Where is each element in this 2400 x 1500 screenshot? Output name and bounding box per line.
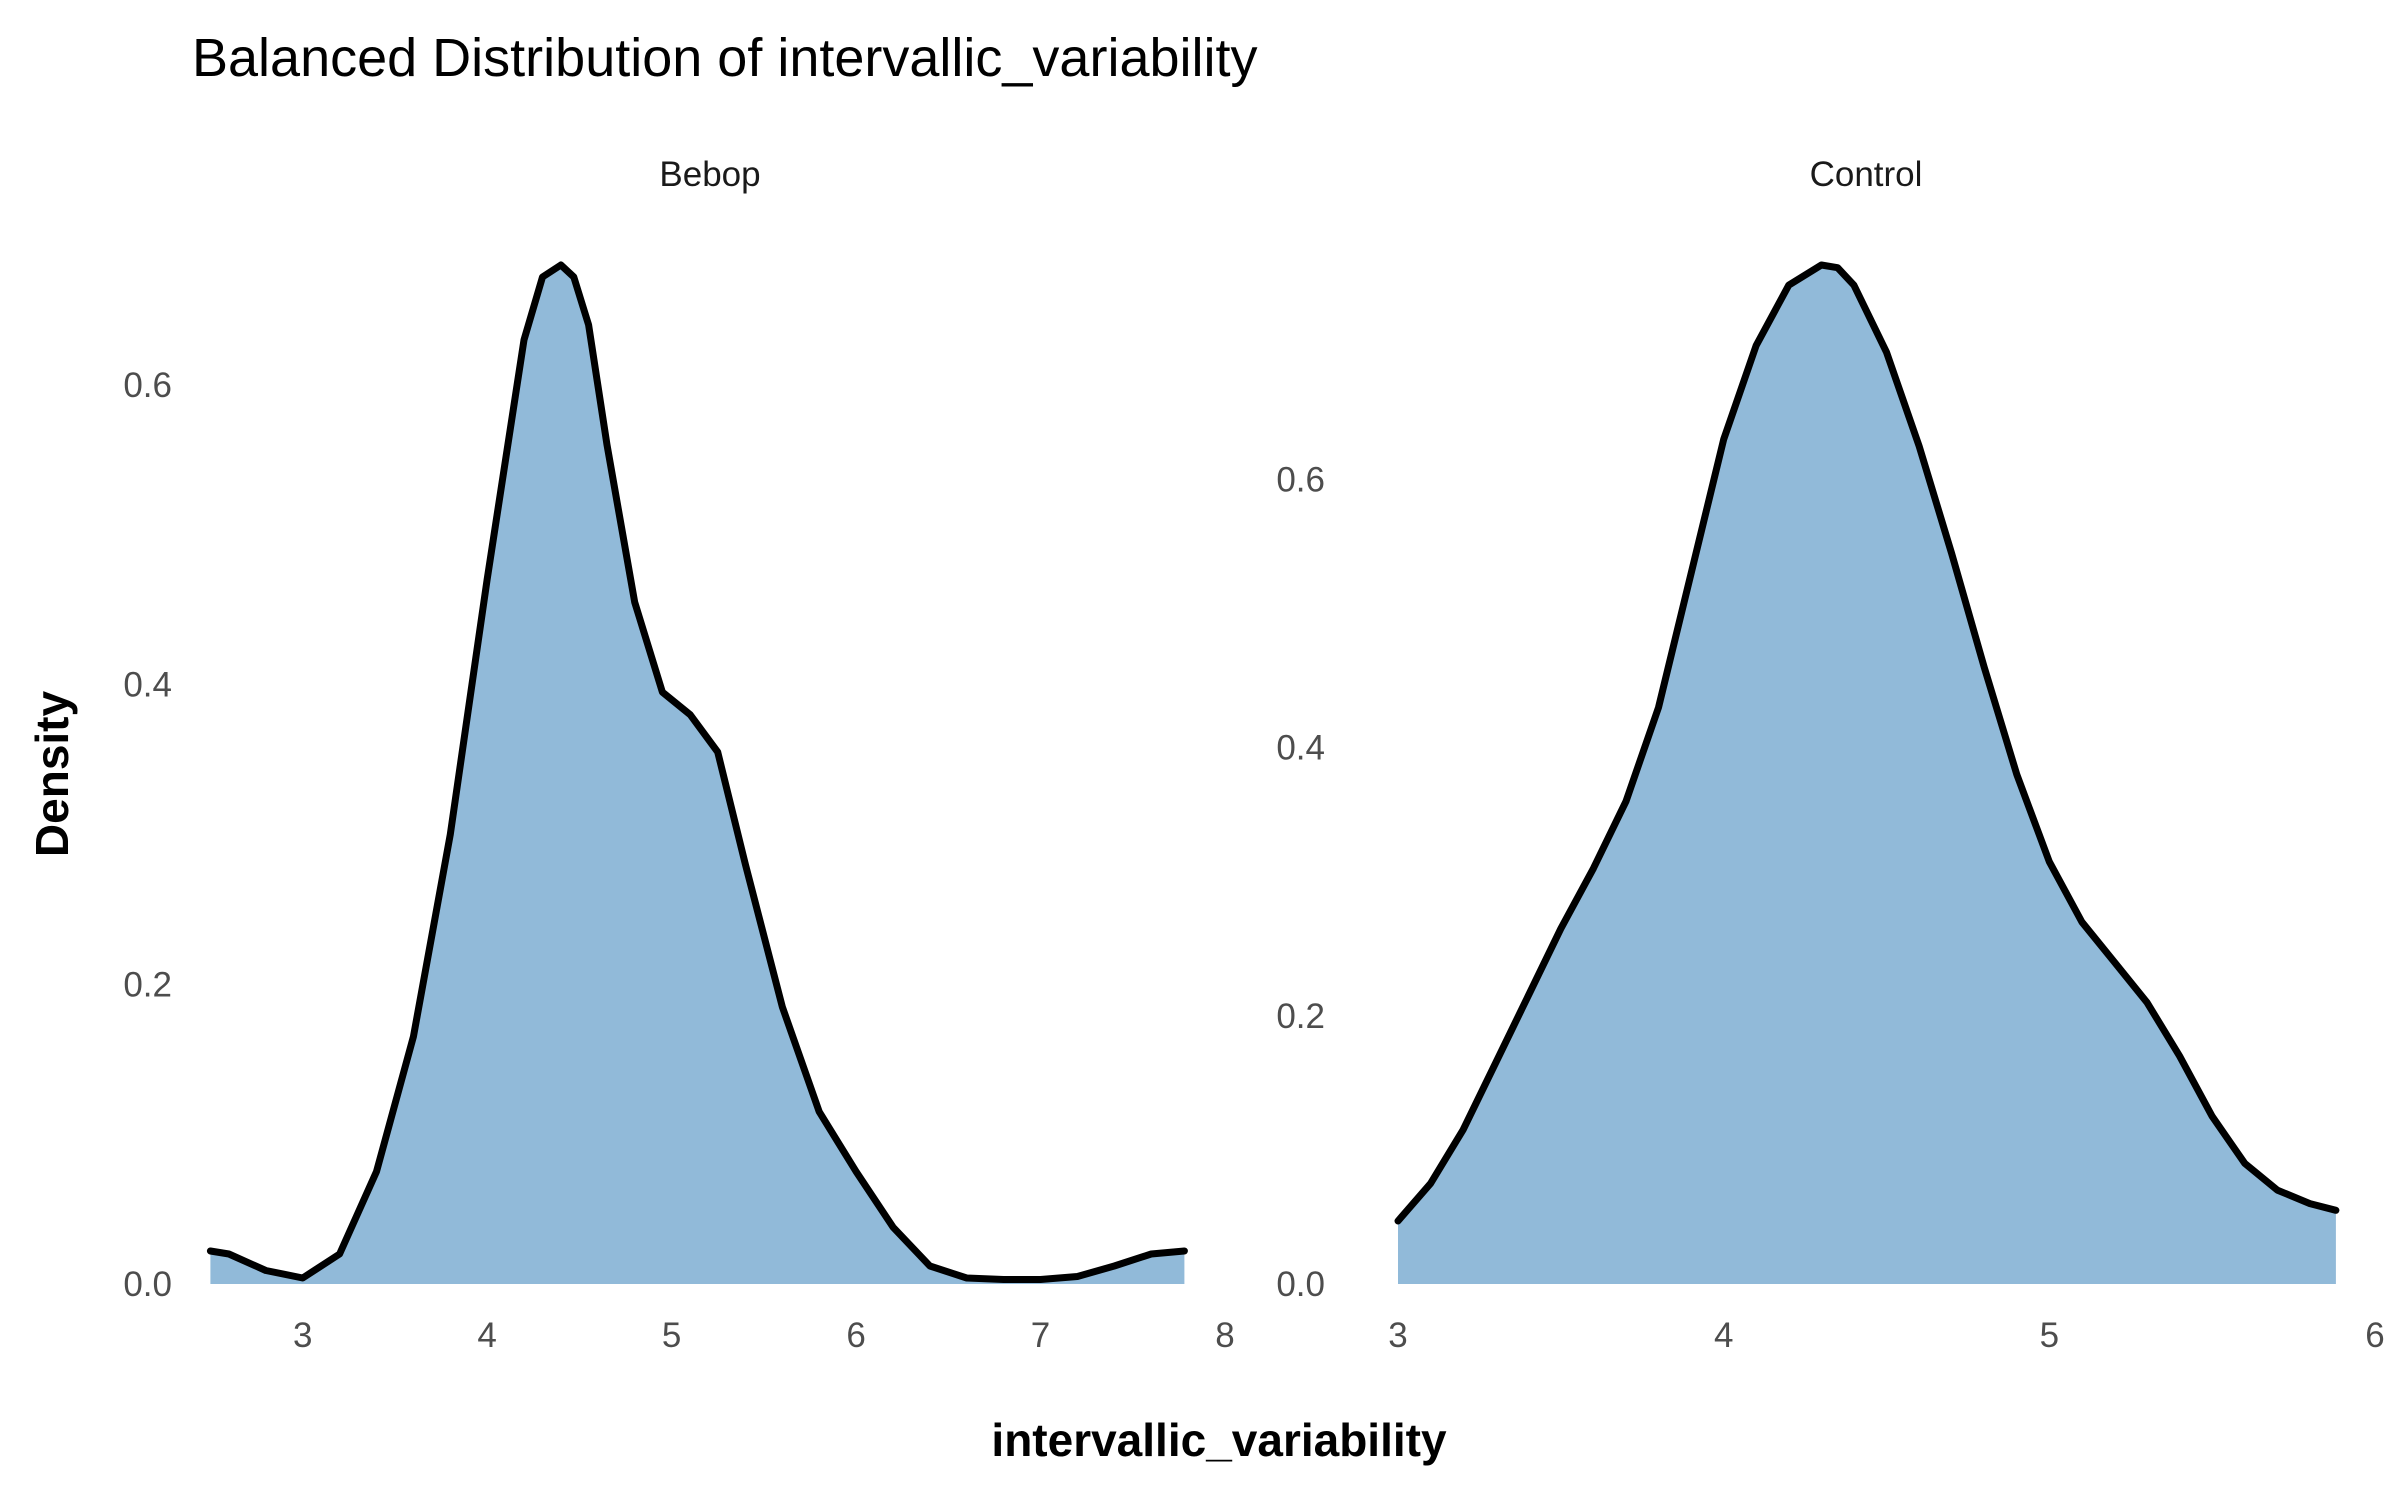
panel-strip-label: Control: [1810, 155, 1923, 194]
density-curve: [1394, 261, 2340, 1225]
x-tick-label: 6: [846, 1316, 865, 1355]
y-tick-label: 0.2: [123, 965, 172, 1004]
y-tick-label: 0.2: [1276, 997, 1325, 1036]
y-axis-label: Density: [26, 691, 78, 858]
panel-bebop: Bebop 3 4 5 6 7 8 0.0 0.2 0.4 0.6: [123, 155, 1234, 1355]
y-tick-label: 0.4: [123, 666, 172, 705]
y-tick-label: 0.0: [1276, 1265, 1325, 1304]
x-tick-label: 5: [662, 1316, 681, 1355]
x-tick-label: 3: [293, 1316, 312, 1355]
panel-control: Control 3 4 5 6 0.0 0.2 0.4 0.6: [1276, 155, 2384, 1355]
x-tick-label: 3: [1388, 1316, 1407, 1355]
x-tick-label: 4: [477, 1316, 496, 1355]
x-axis-label: intervallic_variability: [991, 1414, 1447, 1466]
x-tick-label: 8: [1215, 1316, 1234, 1355]
y-tick-label: 0.0: [123, 1265, 172, 1304]
x-tick-label: 5: [2040, 1316, 2059, 1355]
y-tick-label: 0.4: [1276, 729, 1325, 768]
x-tick-label: 4: [1714, 1316, 1733, 1355]
chart-title: Balanced Distribution of intervallic_var…: [192, 28, 1258, 88]
density-curve: [206, 261, 1188, 1283]
panel-strip-label: Bebop: [659, 155, 760, 194]
density-area: [210, 265, 1185, 1284]
density-area: [1398, 265, 2336, 1284]
x-tick-label: 6: [2365, 1316, 2384, 1355]
y-tick-label: 0.6: [123, 366, 172, 405]
y-tick-label: 0.6: [1276, 461, 1325, 500]
x-tick-label: 7: [1031, 1316, 1050, 1355]
